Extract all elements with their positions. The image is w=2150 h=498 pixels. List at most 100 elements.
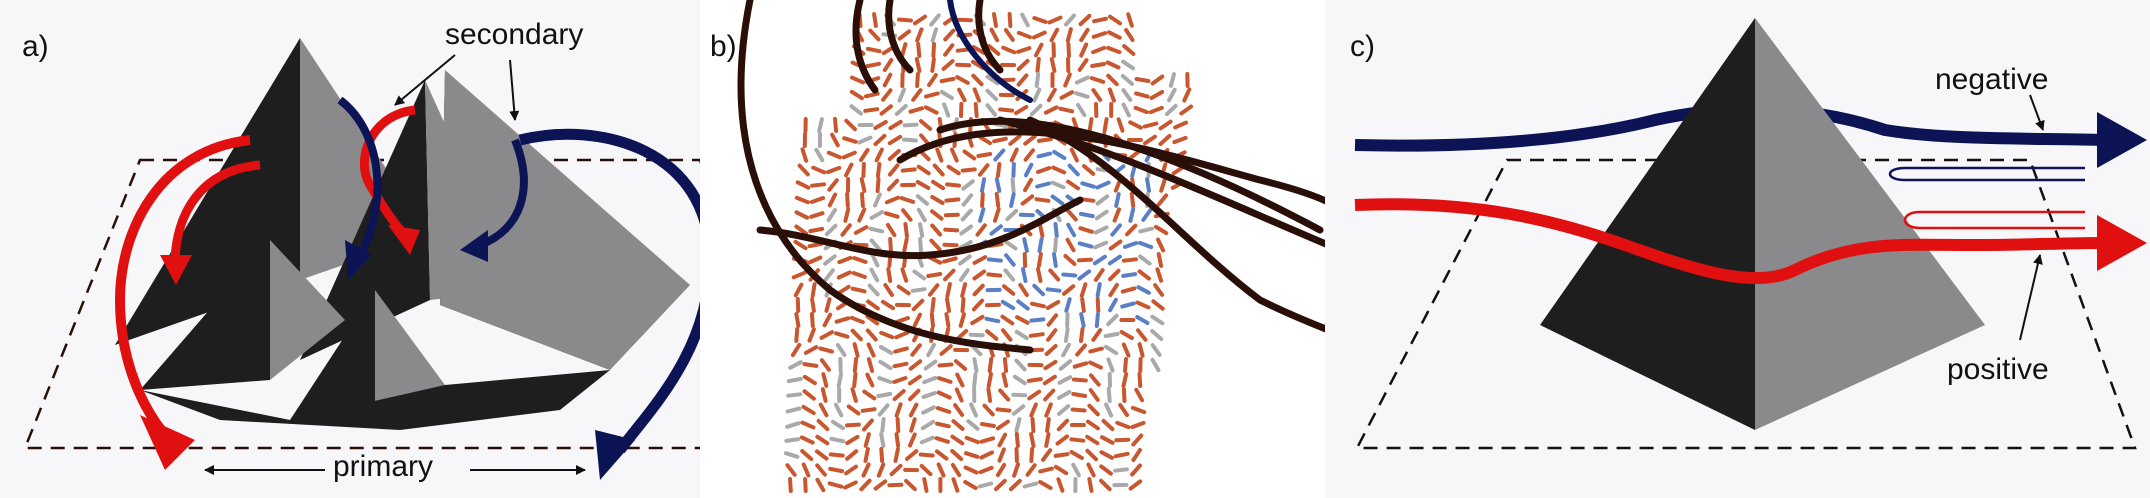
- vector-glyph: [863, 432, 871, 448]
- vector-glyph: [931, 179, 946, 191]
- vector-glyph: [887, 163, 900, 177]
- vector-glyph: [818, 402, 829, 418]
- vector-glyph: [1034, 72, 1041, 88]
- vector-glyph: [882, 72, 893, 88]
- vector-glyph: [1016, 30, 1032, 40]
- vector-glyph: [930, 57, 936, 73]
- vector-glyph: [878, 359, 893, 371]
- vector-glyph: [943, 227, 960, 233]
- vector-glyph: [1032, 283, 1045, 297]
- vector-glyph: [1009, 478, 1022, 492]
- vector-glyph: [955, 62, 972, 68]
- vector-glyph: [1066, 42, 1071, 58]
- vector-glyph: [1044, 402, 1053, 418]
- vector-glyph: [920, 419, 936, 431]
- vector-glyph: [844, 464, 858, 476]
- vector-glyph: [1055, 434, 1070, 446]
- vector-glyph: [1082, 164, 1096, 176]
- vector-glyph: [994, 478, 1007, 492]
- vector-glyph: [1050, 194, 1065, 206]
- vector-glyph: [1015, 315, 1030, 325]
- vector-glyph: [1101, 418, 1115, 432]
- streamline: [1026, 116, 1340, 339]
- vector-glyph: [877, 376, 893, 384]
- vector-glyph: [1027, 389, 1042, 401]
- vector-glyph: [803, 345, 819, 355]
- vector-glyph: [1116, 117, 1125, 133]
- vector-glyph: [1056, 418, 1070, 432]
- vector-glyph: [786, 376, 803, 384]
- vector-glyph: [826, 165, 842, 175]
- navy-secondary-arrow: [337, 96, 382, 257]
- vector-glyph: [961, 193, 974, 207]
- vector-glyph: [1102, 117, 1109, 133]
- vector-glyph: [1122, 241, 1139, 249]
- vector-glyph: [934, 449, 949, 461]
- vector-glyph: [1091, 88, 1103, 102]
- vector-glyph: [955, 75, 970, 85]
- vector-glyph: [845, 449, 859, 461]
- vector-glyph: [1053, 464, 1069, 476]
- vector-glyph: [888, 237, 893, 253]
- vector-glyph: [1106, 387, 1112, 403]
- vector-glyph: [1022, 237, 1029, 253]
- vector-glyph: [1150, 314, 1165, 326]
- vector-glyph: [942, 102, 951, 118]
- vector-glyph: [923, 359, 938, 371]
- vector-glyph: [922, 477, 929, 493]
- vector-glyph: [936, 462, 946, 478]
- vector-glyph: [817, 117, 824, 133]
- vector-glyph: [987, 357, 994, 373]
- vector-glyph: [918, 237, 923, 253]
- vector-glyph: [893, 447, 900, 463]
- vector-glyph: [1038, 480, 1053, 490]
- vector-glyph: [915, 180, 931, 190]
- vector-glyph: [908, 359, 923, 371]
- vector-glyph: [1034, 42, 1044, 58]
- vector-glyph: [951, 419, 965, 431]
- vector-glyph: [833, 402, 844, 418]
- vector-glyph: [919, 119, 933, 131]
- vector-glyph: [1134, 387, 1145, 403]
- vector-glyph: [794, 312, 801, 328]
- vector-glyph: [1150, 74, 1165, 86]
- vector-glyph: [894, 402, 903, 418]
- vector-glyph: [912, 269, 927, 281]
- vector-glyph: [1086, 462, 1096, 478]
- vector-glyph: [1061, 272, 1078, 278]
- vector-glyph: [918, 452, 935, 458]
- vector-glyph: [1044, 432, 1051, 448]
- vector-glyph: [1053, 237, 1058, 253]
- arrow-head: [595, 430, 635, 480]
- vector-glyph: [1052, 252, 1058, 268]
- vector-glyph: [1011, 392, 1028, 398]
- vector-glyph: [1089, 373, 1101, 387]
- vector-glyph: [859, 478, 872, 492]
- vector-glyph: [1076, 102, 1087, 118]
- vector-glyph: [971, 298, 985, 312]
- vector-glyph: [1134, 91, 1150, 99]
- vector-glyph: [1153, 283, 1165, 297]
- vector-glyph: [873, 479, 888, 491]
- vector-glyph: [972, 357, 979, 373]
- vector-glyph: [1016, 73, 1029, 87]
- vector-glyph: [1043, 105, 1059, 115]
- vector-glyph: [894, 104, 908, 116]
- vector-glyph: [977, 134, 992, 146]
- vector-glyph: [1127, 149, 1141, 161]
- vector-glyph: [1120, 301, 1136, 309]
- vector-glyph: [989, 27, 1000, 43]
- vector-glyph: [916, 164, 931, 176]
- vector-glyph: [790, 342, 802, 358]
- vector-glyph: [1121, 59, 1136, 71]
- vector-glyph: [814, 449, 829, 461]
- vector-glyph: [861, 462, 871, 478]
- vector-glyph: [857, 207, 867, 223]
- vector-glyph: [1108, 239, 1123, 251]
- vector-glyph: [1099, 450, 1114, 460]
- vector-glyph: [850, 286, 867, 294]
- vector-glyph: [1100, 435, 1115, 445]
- vector-glyph: [1058, 106, 1075, 114]
- vector-glyph: [1036, 166, 1052, 174]
